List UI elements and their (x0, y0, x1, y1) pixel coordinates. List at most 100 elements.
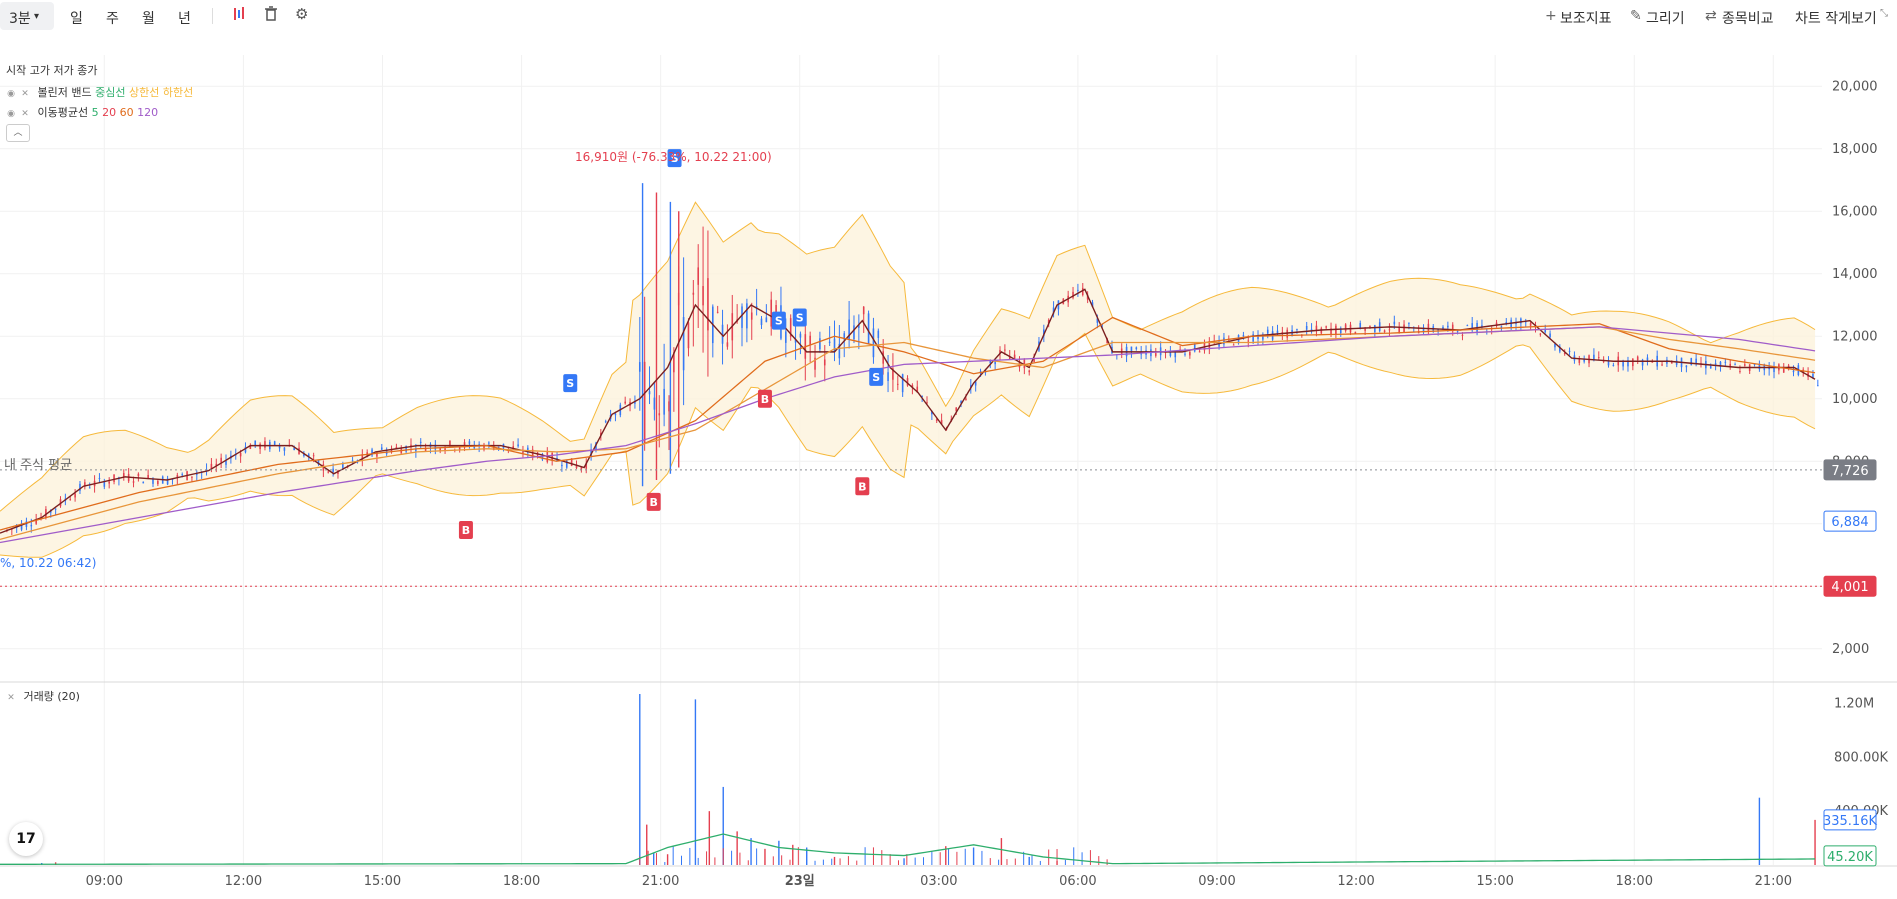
candle-body (877, 330, 880, 338)
price-overlay: 7,726 6,884 4,001 335.16K 45.20K 내 주식 평균 16,91… (0, 150, 1877, 867)
candle-body (1442, 326, 1444, 330)
shrink-icon[interactable]: ⤡ (1880, 8, 1888, 19)
interval-label[interactable]: 3분 (9, 11, 31, 27)
candle-body (955, 407, 958, 411)
candle-body (911, 385, 914, 388)
candle-body (960, 400, 962, 404)
candle-body (1471, 323, 1474, 331)
close-icon[interactable]: ✕ (7, 693, 15, 703)
candle-body (1500, 326, 1503, 328)
candle-body (142, 481, 145, 484)
candle-body (1305, 326, 1308, 330)
candle-body (152, 479, 154, 484)
volume-name: 거래량 (20) (23, 690, 80, 703)
shrink-chart-button[interactable]: 차트 작게보기 (1795, 11, 1877, 27)
candle-body (166, 478, 169, 485)
time-tick-label: 12:00 (225, 874, 262, 889)
candle-body (624, 401, 626, 404)
candle-body (1169, 351, 1172, 356)
candle-body (853, 325, 855, 340)
candle-body (726, 342, 729, 347)
compare-button[interactable]: 종목비교 (1722, 11, 1774, 27)
price-axis: 2,0004,0006,0008,00010,00012,00014,00016… (1832, 79, 1878, 657)
candle-type-icon[interactable] (232, 6, 246, 26)
price-tick-label: 12,000 (1832, 329, 1878, 344)
eye-icon[interactable]: ◉ (7, 89, 15, 99)
candle-body (1374, 325, 1376, 333)
candle-body (1276, 330, 1279, 334)
candle-body (1096, 318, 1099, 323)
candle-body (1266, 329, 1269, 334)
day-button[interactable]: 일 (70, 11, 83, 27)
candle-body (819, 338, 821, 350)
candle-body (380, 447, 383, 450)
trash-icon[interactable] (264, 6, 278, 26)
time-tick-label: 09:00 (86, 874, 123, 889)
ma20-label: 20 (102, 106, 117, 119)
close-icon[interactable]: ✕ (21, 89, 29, 99)
candle-body (1369, 326, 1371, 328)
candle-body (1223, 337, 1225, 345)
interval-selector[interactable] (0, 2, 54, 30)
candle-body (1081, 287, 1084, 296)
candle-body (668, 401, 670, 412)
candle-body (575, 464, 578, 469)
candle-body (244, 446, 247, 453)
toolbar-divider (212, 8, 213, 24)
sell-marker-bg (667, 149, 682, 168)
candle-body (1817, 385, 1819, 387)
price-tick-label: 14,000 (1832, 267, 1878, 282)
candle-body (1695, 358, 1697, 364)
sell-marker: S (792, 308, 807, 327)
candle-body (84, 482, 86, 487)
candle-body (979, 371, 982, 373)
candle-body (405, 445, 407, 452)
candle-body (225, 460, 227, 465)
candle-body (1719, 361, 1722, 367)
candle-body (74, 493, 76, 498)
close-icon[interactable]: ✕ (21, 109, 29, 119)
year-button[interactable]: 년 (178, 11, 191, 27)
buy-marker: B (458, 521, 473, 539)
candle-body (1597, 357, 1600, 359)
collapse-legend-button[interactable]: ︿ (6, 124, 30, 142)
draw-button[interactable]: 그리기 (1646, 11, 1685, 27)
sell-marker-letter: S (872, 371, 880, 384)
buy-marker: B (646, 492, 661, 511)
candle-body (98, 477, 101, 479)
price-tick-label: 16,000 (1832, 204, 1878, 219)
candle-body (697, 267, 700, 285)
candle-body (1612, 364, 1615, 366)
candle-body (1052, 307, 1055, 314)
chevron-down-icon[interactable]: ▾ (34, 11, 40, 22)
candle-body (1724, 361, 1727, 363)
candle-body (1792, 370, 1795, 373)
tradingview-logo[interactable]: 17 (9, 822, 43, 856)
candle-body (585, 462, 588, 469)
candle-body (1422, 327, 1425, 333)
month-button[interactable]: 월 (142, 11, 155, 27)
week-button[interactable]: 주 (106, 11, 119, 27)
bb-lower-label: 하한선 (162, 86, 194, 99)
candle-body (994, 360, 996, 365)
candle-body (1641, 359, 1644, 366)
candle-body (371, 449, 373, 456)
candle-body (1529, 322, 1532, 326)
candle-body (1583, 358, 1585, 362)
current-price-tag-bg (1823, 510, 1877, 532)
ma-name: 이동평균선 (37, 106, 89, 119)
candle-body (273, 441, 276, 445)
candle-body (1520, 318, 1522, 324)
candle-body (317, 460, 320, 465)
gear-icon[interactable]: ⚙ (295, 5, 309, 23)
candle-body (1315, 325, 1318, 330)
candle-body (643, 361, 646, 444)
candle-body (1739, 371, 1741, 373)
avg-price-tag: 7,726 (1831, 464, 1868, 479)
candle-body (1675, 360, 1678, 365)
eye-icon[interactable]: ◉ (7, 109, 15, 119)
pencil-icon: ✎ (1630, 8, 1642, 24)
indicators-button[interactable]: 보조지표 (1560, 11, 1612, 27)
